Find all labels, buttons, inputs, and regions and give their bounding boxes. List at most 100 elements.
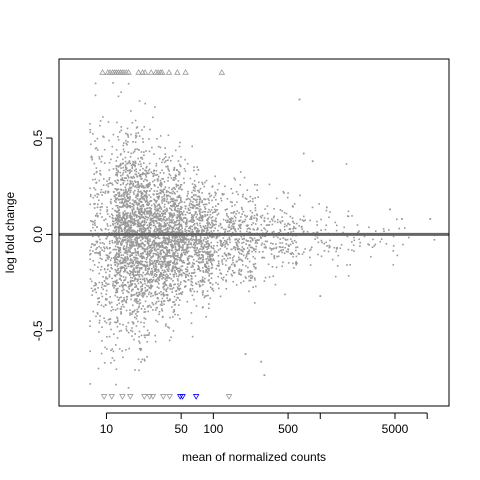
data-point bbox=[119, 225, 121, 227]
data-point bbox=[125, 184, 128, 186]
data-point bbox=[96, 137, 99, 140]
data-point bbox=[224, 228, 227, 231]
data-point bbox=[253, 266, 255, 268]
data-point bbox=[198, 261, 201, 264]
data-point bbox=[129, 235, 132, 238]
data-point bbox=[225, 259, 227, 262]
data-point bbox=[187, 250, 190, 252]
data-point bbox=[152, 220, 155, 223]
data-point bbox=[171, 205, 173, 207]
data-point bbox=[125, 168, 127, 171]
data-point bbox=[126, 262, 129, 265]
data-point bbox=[162, 261, 164, 263]
data-point bbox=[217, 229, 219, 232]
data-point bbox=[181, 231, 184, 234]
data-point bbox=[123, 228, 126, 230]
data-point bbox=[187, 246, 189, 249]
data-point bbox=[162, 159, 164, 161]
data-point bbox=[127, 161, 130, 164]
data-point bbox=[155, 220, 158, 222]
data-point bbox=[122, 215, 124, 218]
data-point bbox=[92, 290, 94, 292]
data-point bbox=[220, 273, 223, 275]
data-point bbox=[249, 236, 251, 239]
data-point bbox=[124, 160, 127, 163]
data-point bbox=[146, 200, 148, 202]
data-point bbox=[120, 256, 122, 259]
data-point bbox=[120, 206, 122, 208]
data-point bbox=[122, 213, 125, 216]
data-point bbox=[125, 218, 127, 221]
data-point bbox=[192, 235, 194, 238]
data-point bbox=[146, 279, 149, 281]
data-point bbox=[132, 323, 135, 325]
data-point bbox=[158, 245, 160, 247]
data-point bbox=[285, 212, 288, 215]
data-point bbox=[154, 249, 157, 252]
data-point bbox=[186, 268, 189, 271]
data-point bbox=[133, 280, 135, 282]
clipped-up-triangle bbox=[99, 69, 106, 75]
data-point bbox=[129, 227, 132, 230]
data-point bbox=[198, 209, 201, 212]
data-point bbox=[123, 179, 126, 182]
data-point bbox=[122, 204, 125, 206]
data-point bbox=[145, 191, 147, 193]
data-point bbox=[137, 189, 139, 191]
data-point bbox=[212, 290, 215, 292]
data-point bbox=[253, 277, 256, 279]
data-point bbox=[166, 261, 168, 264]
data-point bbox=[126, 193, 128, 195]
data-point bbox=[150, 270, 152, 273]
data-point bbox=[139, 299, 141, 301]
data-point bbox=[128, 231, 131, 233]
data-point bbox=[99, 124, 101, 127]
data-point bbox=[221, 261, 223, 263]
data-point bbox=[176, 262, 179, 265]
data-point bbox=[210, 258, 212, 260]
data-point bbox=[160, 189, 163, 192]
data-point bbox=[117, 255, 119, 258]
data-point bbox=[137, 243, 140, 246]
data-point bbox=[211, 216, 214, 218]
data-point bbox=[226, 242, 228, 244]
data-point bbox=[172, 178, 174, 181]
data-point bbox=[165, 264, 168, 266]
data-point bbox=[99, 120, 102, 122]
data-point bbox=[141, 235, 143, 238]
data-point bbox=[122, 189, 125, 191]
data-point bbox=[144, 300, 147, 303]
data-point bbox=[97, 287, 99, 289]
data-point bbox=[161, 265, 164, 268]
data-point bbox=[122, 223, 125, 225]
data-point bbox=[181, 236, 184, 239]
data-point bbox=[177, 196, 180, 199]
data-point bbox=[89, 123, 91, 125]
data-point bbox=[281, 220, 284, 222]
data-point bbox=[167, 255, 170, 257]
data-point bbox=[124, 219, 126, 221]
data-point bbox=[124, 267, 126, 270]
data-point bbox=[150, 292, 152, 295]
data-point bbox=[433, 239, 436, 241]
data-point bbox=[205, 252, 207, 255]
data-point bbox=[143, 212, 145, 215]
data-point bbox=[130, 229, 132, 232]
data-point bbox=[202, 254, 204, 257]
data-point bbox=[196, 218, 198, 220]
data-point bbox=[215, 199, 217, 201]
data-point bbox=[110, 328, 112, 331]
data-point bbox=[115, 217, 117, 220]
data-point bbox=[144, 194, 147, 196]
data-point bbox=[93, 187, 95, 189]
data-point bbox=[123, 300, 125, 302]
data-point bbox=[146, 334, 149, 336]
data-point bbox=[268, 183, 271, 186]
data-point bbox=[193, 271, 196, 274]
data-point bbox=[136, 315, 138, 317]
data-point bbox=[122, 323, 124, 326]
data-point bbox=[164, 186, 167, 188]
data-point bbox=[173, 258, 176, 260]
data-point bbox=[101, 216, 103, 218]
